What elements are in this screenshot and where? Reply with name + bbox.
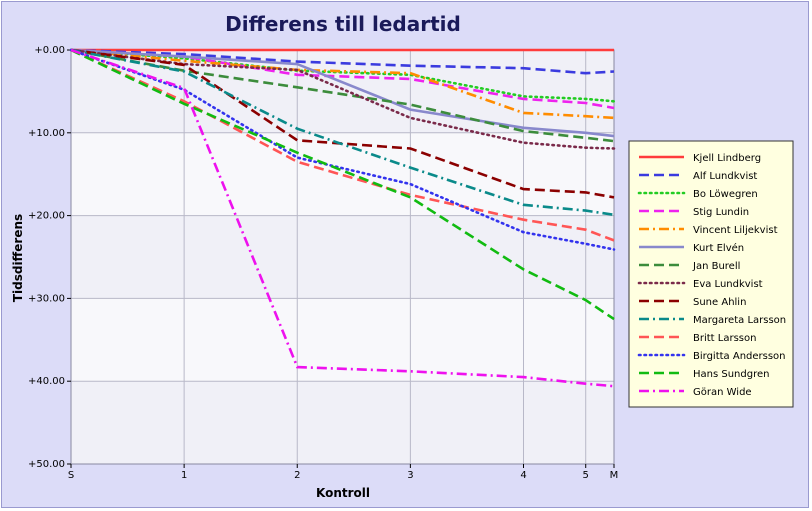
x-tick-label: 4	[520, 470, 526, 481]
series-line	[70, 48, 615, 321]
legend-box	[628, 140, 794, 408]
legend-label: Vincent Liljekvist	[693, 225, 778, 236]
y-tick-label: +50.00	[28, 459, 65, 470]
legend-label: Kurt Elvén	[693, 242, 744, 254]
legend-label: Stig Lundin	[693, 207, 749, 218]
legend-label: Bo Löwegren	[693, 189, 758, 200]
x-axis-ticks: S 1 2 3 4 5 M	[68, 464, 619, 481]
plot-band	[71, 132, 614, 216]
x-axis-label: Kontroll	[316, 486, 370, 500]
y-tick-label: +30.00	[28, 293, 65, 304]
x-tick-label: 1	[181, 470, 187, 481]
y-tick-label: +10.00	[28, 128, 65, 139]
legend-label: Hans Sundgren	[693, 369, 769, 380]
x-tick-label: 2	[294, 470, 300, 481]
legend-label: Britt Larsson	[693, 333, 756, 344]
legend-label: Kjell Lindberg	[693, 153, 761, 164]
y-tick-label: +40.00	[28, 376, 65, 387]
legend-label: Alf Lundkvist	[693, 171, 757, 182]
series-lines	[69, 48, 616, 388]
series-line	[70, 48, 615, 75]
x-tick-label: M	[610, 470, 619, 481]
x-tick-label: 5	[583, 470, 589, 481]
legend-label: Birgitta Andersson	[693, 351, 786, 362]
series-line	[70, 48, 615, 120]
plot-band	[71, 381, 614, 464]
series-line	[70, 48, 615, 199]
y-tick-label: +0.00	[34, 45, 65, 56]
x-tick-label: 3	[407, 470, 413, 481]
y-axis-ticks: +0.00 +10.00 +20.00 +30.00 +40.00 +50.00	[28, 45, 71, 470]
legend-label: Eva Lundkvist	[693, 279, 763, 290]
plot-band	[71, 215, 614, 299]
legend: Kjell Lindberg Alf Lundkvist Bo Löwegren St…	[628, 140, 794, 408]
y-axis-label: Tidsdifferens	[11, 214, 25, 302]
series-line	[70, 48, 615, 242]
y-tick-label: +20.00	[28, 211, 65, 222]
series-line	[69, 48, 616, 150]
legend-label: Margareta Larsson	[693, 315, 786, 326]
x-tick-label: S	[68, 470, 74, 481]
series-line	[70, 48, 615, 217]
series-line	[70, 48, 615, 388]
series-line	[69, 48, 616, 103]
series-line	[70, 48, 615, 138]
legend-label: Sune Ahlin	[693, 297, 746, 308]
legend-label: Jan Burell	[692, 261, 740, 272]
legend-label: Göran Wide	[693, 387, 752, 398]
chart-title: Differens till ledartid	[225, 12, 461, 36]
